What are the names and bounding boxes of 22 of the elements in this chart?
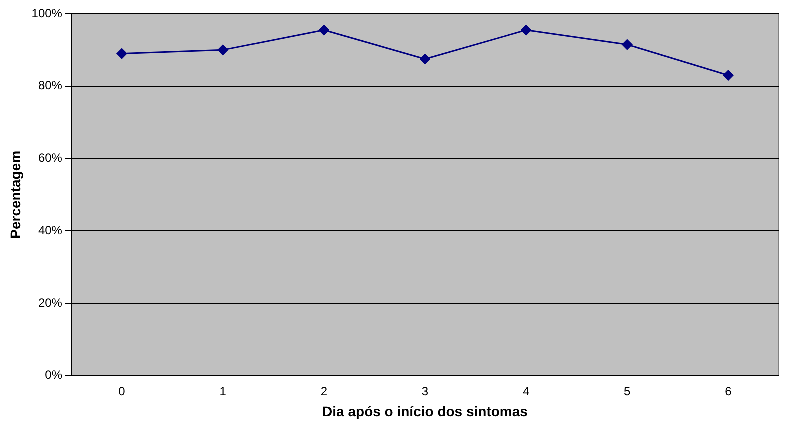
point: [521, 25, 532, 36]
x-tick-label: 3: [422, 384, 429, 398]
point: [218, 44, 228, 56]
point: [420, 54, 430, 64]
y-tick-label: 0%: [45, 368, 63, 382]
x-tick-label: 6: [725, 384, 732, 398]
point: [723, 70, 734, 81]
y-axis-title: Percentagem: [7, 150, 24, 239]
x-tick-label: 5: [624, 384, 632, 398]
y-tick-label: 60%: [38, 151, 63, 166]
point: [622, 40, 633, 50]
x-tick-label: 2: [320, 384, 328, 398]
point: [116, 48, 128, 60]
y-tick-label: 80%: [38, 78, 63, 93]
x-axis-title: Dia após o início dos sintomas: [322, 403, 528, 420]
y-tick-label: 40%: [38, 223, 63, 238]
x-tick-label: 4: [522, 384, 530, 398]
x-tick-label: 0: [118, 384, 126, 398]
y-tick-label: 20%: [38, 296, 63, 310]
y-tick-label: 100%: [32, 6, 63, 20]
point: [318, 25, 330, 36]
x-tick-label: 1: [220, 384, 227, 398]
